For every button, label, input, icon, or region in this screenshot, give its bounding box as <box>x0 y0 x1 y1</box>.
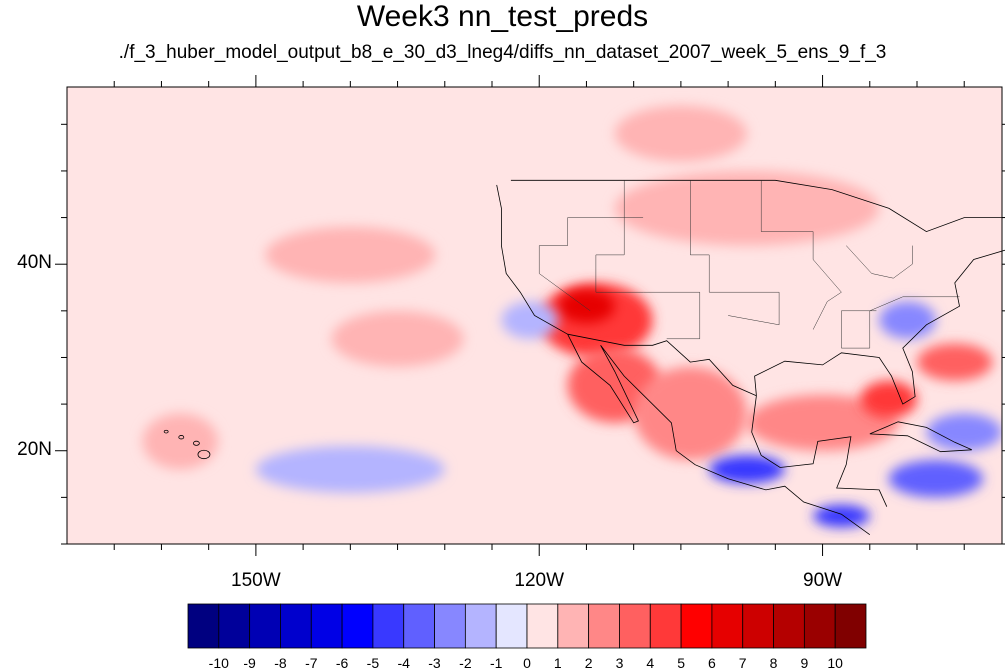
colorbar-swatch <box>464 603 497 649</box>
anomaly-california-coast-negative <box>501 301 559 339</box>
state-border-segment <box>690 180 780 326</box>
anomaly-central-america-negative <box>813 504 870 528</box>
colorbar-label: -5 <box>366 655 380 671</box>
colorbar-swatch <box>434 603 466 649</box>
anomaly-atlantic-positive <box>917 343 993 381</box>
coastline-segment <box>496 184 568 335</box>
colorbar-swatch <box>495 603 528 649</box>
colorbar-label: 7 <box>738 655 747 671</box>
anomaly-central-pacific-positive <box>331 310 464 367</box>
colorbar-swatch <box>187 603 220 649</box>
colorbar-label: 6 <box>707 655 716 671</box>
x-tick-label: 120W <box>514 570 565 591</box>
colorbar-swatch <box>711 603 744 649</box>
anomaly-florida-positive <box>860 380 918 419</box>
anomaly-gulf-positive <box>747 394 899 451</box>
coastline-segment <box>567 333 757 397</box>
map-frame <box>66 86 1003 545</box>
colorbar-swatch <box>649 603 682 649</box>
colorbar-swatch <box>372 603 405 649</box>
colorbar-label: -10 <box>208 655 229 671</box>
axis-ticks <box>55 75 1005 556</box>
colorbar-label: -2 <box>459 655 472 671</box>
colorbar-label: -6 <box>335 655 349 671</box>
anomaly-canada-positive <box>614 105 748 162</box>
hawaii-island <box>178 435 185 440</box>
colorbar-swatch <box>588 603 620 649</box>
x-tick-label: 150W <box>231 570 281 591</box>
state-border-segment <box>760 180 842 330</box>
colorbar-label: 4 <box>646 655 655 671</box>
anomaly-carolinas-negative <box>879 301 936 339</box>
anomaly-hawaii-positive <box>142 413 219 470</box>
colorbar-label: -7 <box>305 655 318 671</box>
coastline-segment <box>754 249 1005 405</box>
colorbar-swatch <box>742 603 774 649</box>
colorbar-label: 3 <box>615 655 624 671</box>
state-border-segment <box>538 217 644 312</box>
colorbar-label: 9 <box>800 655 809 671</box>
hawaii-island <box>192 440 200 446</box>
colorbar-swatch <box>218 603 251 649</box>
anomaly-northern-plains-positive <box>614 170 880 246</box>
colorbar-label: 8 <box>769 655 778 671</box>
state-border-segment <box>846 245 913 279</box>
colorbar-swatch <box>310 603 343 649</box>
anomaly-mexico-coast-negative <box>709 455 785 484</box>
state-border-segment <box>841 296 960 349</box>
colorbar-swatch <box>680 603 713 649</box>
colorbar-label: 5 <box>677 655 685 671</box>
anomaly-subtropic-negative <box>255 446 445 493</box>
colorbar-swatch <box>834 603 867 649</box>
colorbar-label: -3 <box>428 655 441 671</box>
state-border-segment <box>595 180 701 340</box>
anomaly-pacific-high-positive <box>265 226 436 283</box>
hawaii-island <box>197 449 211 460</box>
colorbar <box>187 603 867 649</box>
colorbar-label: 1 <box>553 655 562 671</box>
colorbar-label: -9 <box>243 655 256 671</box>
y-tick-label: 40N <box>17 252 52 274</box>
hawaii-island <box>163 429 169 434</box>
anomaly-caribbean-negative <box>888 460 984 498</box>
colorbar-swatch <box>803 603 836 649</box>
colorbar-swatch <box>341 603 374 649</box>
anomaly-atlantic-negative <box>926 413 1002 451</box>
coastline-segment <box>869 421 972 453</box>
colorbar-swatch <box>619 603 651 649</box>
colorbar-swatch <box>773 603 805 649</box>
x-tick-label: 90W <box>803 570 843 591</box>
colorbar-label: -8 <box>274 655 287 671</box>
coastline-segment <box>567 334 871 536</box>
map-subtitle: ./f_3_huber_model_output_b8_e_30_d3_lneg… <box>118 42 887 63</box>
map-title: Week3 nn_test_preds <box>356 0 649 33</box>
colorbar-label: -4 <box>397 655 410 671</box>
coastline-segment <box>751 395 888 507</box>
y-tick-label: 20N <box>17 438 52 460</box>
anomaly-mexico-positive <box>633 366 747 461</box>
colorbar-label: 10 <box>827 655 843 671</box>
colorbar-label: 2 <box>584 655 593 671</box>
colorbar-label: -1 <box>489 655 503 671</box>
colorbar-swatch <box>557 603 590 649</box>
anomaly-arizona-core <box>558 289 615 323</box>
colorbar-swatch <box>403 603 435 649</box>
colorbar-swatch <box>526 603 559 649</box>
colorbar-swatch <box>249 603 281 649</box>
colorbar-label: 0 <box>523 655 531 671</box>
colorbar-swatch <box>280 603 312 649</box>
